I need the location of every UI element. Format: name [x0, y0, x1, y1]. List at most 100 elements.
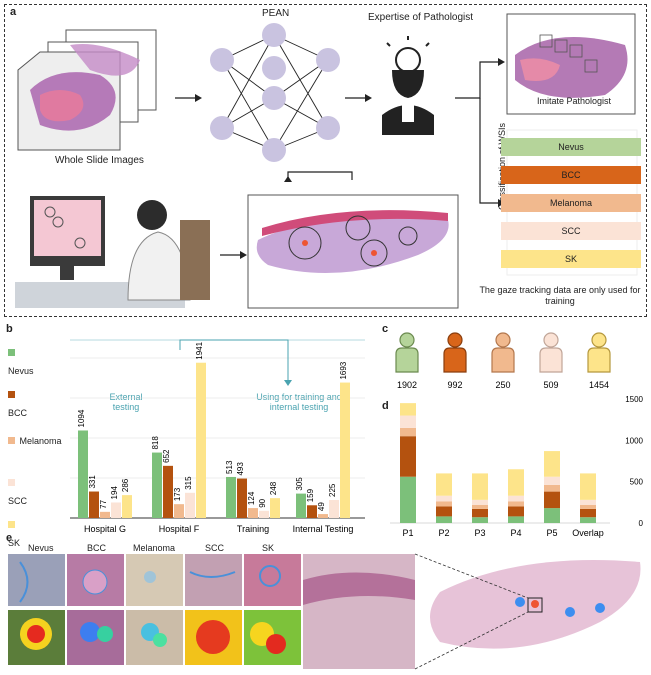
bar-value-label: 194: [110, 486, 119, 500]
person-icon: [539, 332, 563, 373]
panel-b-letter: b: [6, 323, 13, 335]
workstation-illustration: [15, 196, 210, 308]
bar-nevus-3: [296, 493, 306, 518]
bar-value-label: 77: [99, 499, 108, 508]
stack-scc: [400, 415, 416, 428]
stack-sk: [400, 403, 416, 416]
bar-value-label: 305: [295, 477, 304, 491]
category-label: P4: [510, 528, 521, 538]
count-label: 509: [543, 380, 558, 390]
bar-value-label: 1693: [339, 361, 348, 379]
stack-melanoma: [544, 484, 560, 492]
stack-melanoma: [472, 504, 488, 509]
category-label: Internal Testing: [293, 524, 354, 534]
stack-melanoma: [508, 501, 524, 507]
stack-nevus: [472, 517, 488, 523]
stack-bcc: [580, 508, 596, 518]
class-box-scc: SCC: [501, 222, 641, 240]
wsi-label: Whole Slide Images: [55, 155, 144, 166]
category-label: P3: [474, 528, 485, 538]
class-box-sk: SK: [501, 250, 641, 268]
bar-nevus-1: [152, 452, 162, 518]
stack-scc: [544, 476, 560, 485]
bar-value-label: 652: [162, 449, 171, 463]
stack-bcc: [400, 436, 416, 477]
e-label-bcc: BCC: [87, 543, 107, 553]
bar-scc-0: [111, 502, 121, 518]
e-label-sk: SK: [262, 543, 275, 553]
person-icon: [491, 332, 515, 373]
bar-melanoma-0: [100, 511, 110, 518]
legend-item-melanoma: Melanoma: [8, 431, 61, 449]
pathologist-icon: [382, 36, 434, 135]
y-tick-label: 1000: [625, 436, 643, 445]
panel-a-letter: a: [10, 6, 17, 18]
bar-scc-1: [185, 492, 195, 518]
stack-nevus: [436, 516, 452, 523]
bar-value-label: 315: [184, 476, 193, 490]
y-tick-label: 0: [639, 519, 644, 528]
stack-sk: [472, 473, 488, 500]
stack-bcc: [472, 508, 488, 518]
bar-value-label: 248: [269, 481, 278, 495]
bar-scc-2: [259, 510, 269, 518]
legend-item-scc: SCC: [8, 473, 27, 509]
gaze-note: The gaze tracking data are only used for…: [479, 285, 641, 306]
bar-value-label: 1094: [77, 409, 86, 427]
category-label: P1: [402, 528, 413, 538]
category-label: P2: [438, 528, 449, 538]
e-label-melanoma: Melanoma: [133, 543, 176, 553]
count-label: 1454: [589, 380, 609, 390]
bar-value-label: 1941: [195, 341, 204, 359]
bar-sk-0: [122, 495, 132, 518]
bar-value-label: 286: [121, 478, 130, 492]
whole-slide-stack: [17, 29, 157, 151]
bar-bcc-0: [89, 491, 99, 518]
bar-sk-1: [196, 362, 206, 518]
category-label: P5: [546, 528, 557, 538]
bar-nevus-0: [78, 430, 88, 518]
category-label: Hospital G: [84, 524, 126, 534]
bar-value-label: 331: [88, 475, 97, 489]
bar-value-label: 173: [173, 487, 182, 501]
stack-melanoma: [436, 501, 452, 507]
category-label: Training: [237, 524, 269, 534]
bar-value-label: 818: [151, 436, 160, 450]
stack-nevus: [580, 517, 596, 523]
imitate-label: Imitate Pathologist: [537, 96, 612, 106]
y-tick-label: 1500: [625, 395, 643, 404]
panel-e-letter: e: [6, 532, 13, 544]
bar-melanoma-3: [318, 514, 328, 518]
class-box-melanoma: Melanoma: [501, 194, 641, 212]
stack-sk: [580, 473, 596, 500]
bar-bcc-3: [307, 505, 317, 518]
category-label: Hospital F: [159, 524, 200, 534]
annotation-external: External testing: [109, 392, 143, 412]
panel-a: [4, 4, 647, 317]
panel-d-letter: d: [382, 400, 389, 412]
bar-value-label: 513: [225, 460, 234, 474]
class-box-bcc: BCC: [501, 166, 641, 184]
e-label-nevus: Nevus: [28, 543, 54, 553]
count-label: 250: [495, 380, 510, 390]
stack-nevus: [544, 508, 560, 523]
stack-sk: [544, 451, 560, 477]
stack-nevus: [508, 516, 524, 523]
bar-nevus-2: [226, 476, 236, 518]
panel-e-images: [8, 553, 641, 670]
person-icon: [443, 332, 467, 373]
pean-label: PEAN: [262, 8, 290, 19]
stack-bcc: [436, 506, 452, 517]
stack-nevus: [400, 476, 416, 523]
stack-bcc: [508, 506, 524, 517]
e-label-scc: SCC: [205, 543, 225, 553]
bar-value-label: 493: [236, 462, 245, 476]
panel-a-graphics: [15, 13, 638, 309]
person-icon: [587, 332, 611, 373]
bar-value-label: 49: [317, 502, 326, 511]
bar-bcc-2: [237, 478, 247, 518]
legend-item-nevus: Nevus: [8, 343, 34, 379]
stack-melanoma: [580, 504, 596, 509]
stack-scc: [508, 495, 524, 502]
